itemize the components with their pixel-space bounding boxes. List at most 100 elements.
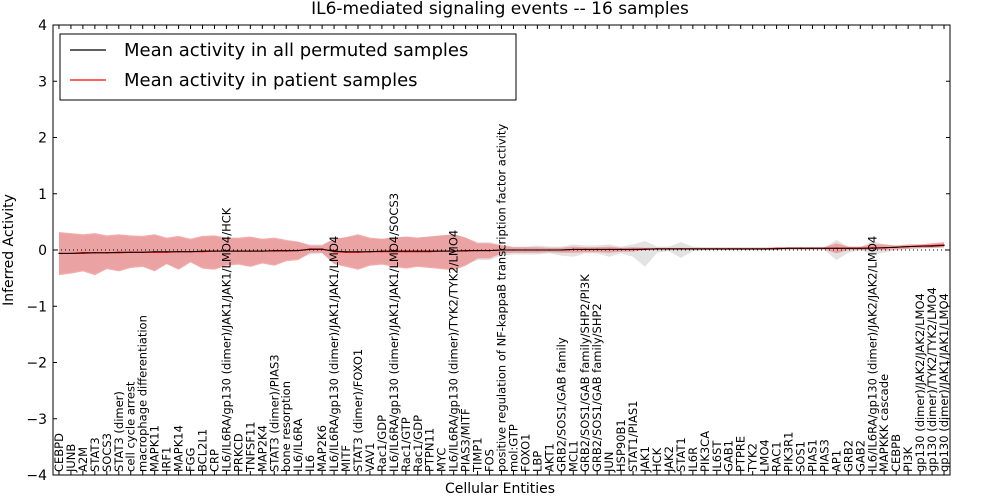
legend-label-permuted: Mean activity in all permuted samples <box>124 40 468 61</box>
permuted-data-point <box>548 249 550 251</box>
x-category-label: STAT1/PIAS1 <box>626 401 640 472</box>
x-category-label: STAT3 (dimer)/FOXO1 <box>351 349 365 472</box>
x-category-label: JUN <box>602 452 616 473</box>
x-category-label: IL6/IL6RA/gp130 (dimer)/JAK1/JAK1/LMO4/H… <box>219 207 233 472</box>
permuted-data-point <box>488 250 491 252</box>
permuted-data-point <box>871 247 873 249</box>
x-category-label: JAK1 <box>638 446 652 473</box>
permuted-data-point <box>799 247 802 249</box>
x-category-label: RAC1 <box>770 441 784 472</box>
legend-box <box>59 33 517 101</box>
permuted-data-point <box>512 249 515 251</box>
legend-label-patient: Mean activity in patient samples <box>124 70 418 91</box>
x-category-label: CEBPD <box>52 433 66 472</box>
permuted-data-point <box>584 248 586 250</box>
series-lines <box>58 244 945 254</box>
permuted-data-point <box>369 251 371 253</box>
x-category-label: MITF <box>339 445 353 472</box>
x-category-label: Rac1/GDP <box>375 415 389 472</box>
x-category-label: MAPKKK cascade <box>877 374 891 472</box>
x-category-label: MAPK11 <box>148 425 162 472</box>
x-category-label: MAP2K4 <box>255 425 269 472</box>
y-tick-label: 3 <box>38 74 47 90</box>
permuted-data-point <box>201 250 204 252</box>
x-category-label: positive regulation of NF-kappaB transcr… <box>495 124 509 472</box>
y-axis-label: Inferred Activity <box>1 194 17 306</box>
permuted-data-point <box>632 248 634 250</box>
x-category-label: IL6 <box>303 455 317 472</box>
permuted-data-point <box>859 247 861 249</box>
x-category-label: LMO4 <box>758 439 772 472</box>
x-category-label: Rac1/GDP <box>411 415 425 472</box>
x-category-label: mol:GTP <box>507 424 521 472</box>
permuted-data-point <box>536 249 539 251</box>
permuted-data-point <box>357 251 359 253</box>
permuted-data-point <box>94 252 96 254</box>
x-category-label: A2M <box>76 447 90 472</box>
x-category-label: Rac1/GTP <box>399 417 413 472</box>
permuted-data-point <box>776 248 778 250</box>
x-category-label: LBP <box>530 451 544 472</box>
x-category-label: MYC <box>435 448 449 472</box>
x-category-label: PIAS1 <box>806 439 820 472</box>
y-axis-ticks: 4 3 2 1 0 −1 −2 −3 −4 <box>26 18 950 484</box>
y-tick-label: 2 <box>38 131 47 147</box>
x-category-label: STAT3 (dimer) <box>112 391 126 472</box>
permuted-data-point <box>381 250 383 252</box>
permuted-data-point <box>931 245 933 247</box>
x-category-label: cell cycle arrest <box>124 381 138 472</box>
permuted-data-point <box>237 250 239 252</box>
x-category-label: STAT3 <box>88 437 102 472</box>
permuted-data-point <box>166 251 168 253</box>
x-category-label: PI3K <box>901 446 915 472</box>
x-category-label: IL6R <box>686 447 700 472</box>
permuted-data-point <box>883 247 885 249</box>
y-tick-label: 0 <box>38 243 47 259</box>
permuted-data-point <box>118 251 120 253</box>
x-category-label: STAT3 (dimer)/PIAS3 <box>267 354 281 472</box>
x-category-label: CRP <box>208 449 222 472</box>
x-category-label: GRB2/SOS1/GAB family <box>554 337 568 472</box>
x-category-label: bone resorption <box>279 381 293 472</box>
permuted-data-point <box>919 245 921 247</box>
x-category-label: MCL1 <box>566 440 580 472</box>
x-category-label: GAB2 <box>853 440 867 472</box>
permuted-data-point <box>106 252 108 254</box>
x-category-label: HSP90B1 <box>614 419 628 472</box>
x-category-label: JAK2 <box>662 446 676 473</box>
permuted-data-point <box>82 252 84 254</box>
x-category-label: PTPRE <box>734 436 748 472</box>
x-category-label: MAP2K6 <box>315 425 329 472</box>
x-category-label: JUNB <box>64 444 78 473</box>
x-category-label: HCK <box>650 447 664 472</box>
permuted-data-point <box>345 251 347 253</box>
x-category-label: GRB2 <box>841 440 855 472</box>
permuted-data-point <box>895 246 897 248</box>
permuted-data-point <box>608 248 610 250</box>
permuted-data-point <box>596 248 598 250</box>
permuted-data-point <box>309 248 311 250</box>
permuted-data-point <box>764 248 766 250</box>
permuted-data-point <box>787 247 790 249</box>
permuted-data-point <box>285 250 287 252</box>
x-category-label: FOXO1 <box>518 434 532 472</box>
permuted-data-point <box>524 249 527 251</box>
x-axis-label: Cellular Entities <box>445 481 555 497</box>
permuted-data-point <box>572 248 574 250</box>
permuted-data-point <box>417 250 419 252</box>
x-category-label: GAB1 <box>722 440 736 472</box>
x-category-label: IL6/IL6RA <box>291 418 305 472</box>
permuted-data-point <box>142 251 144 253</box>
permuted-data-point <box>740 248 742 250</box>
y-tick-label: −1 <box>26 299 47 315</box>
permuted-data-point <box>752 248 754 250</box>
permuted-data-point <box>477 250 479 252</box>
permuted-data-point <box>943 244 945 247</box>
x-category-label: gp130 (dimer)/JAK1/JAK1/LMO4 <box>937 293 951 472</box>
legend: Mean activity in all permuted samples Me… <box>59 33 517 101</box>
x-category-label: IL6/IL6RA/gp130 (dimer)/JAK1/JAK1/LMO4/S… <box>387 193 401 472</box>
permuted-data-point <box>560 249 562 251</box>
permuted-data-point <box>189 251 192 253</box>
